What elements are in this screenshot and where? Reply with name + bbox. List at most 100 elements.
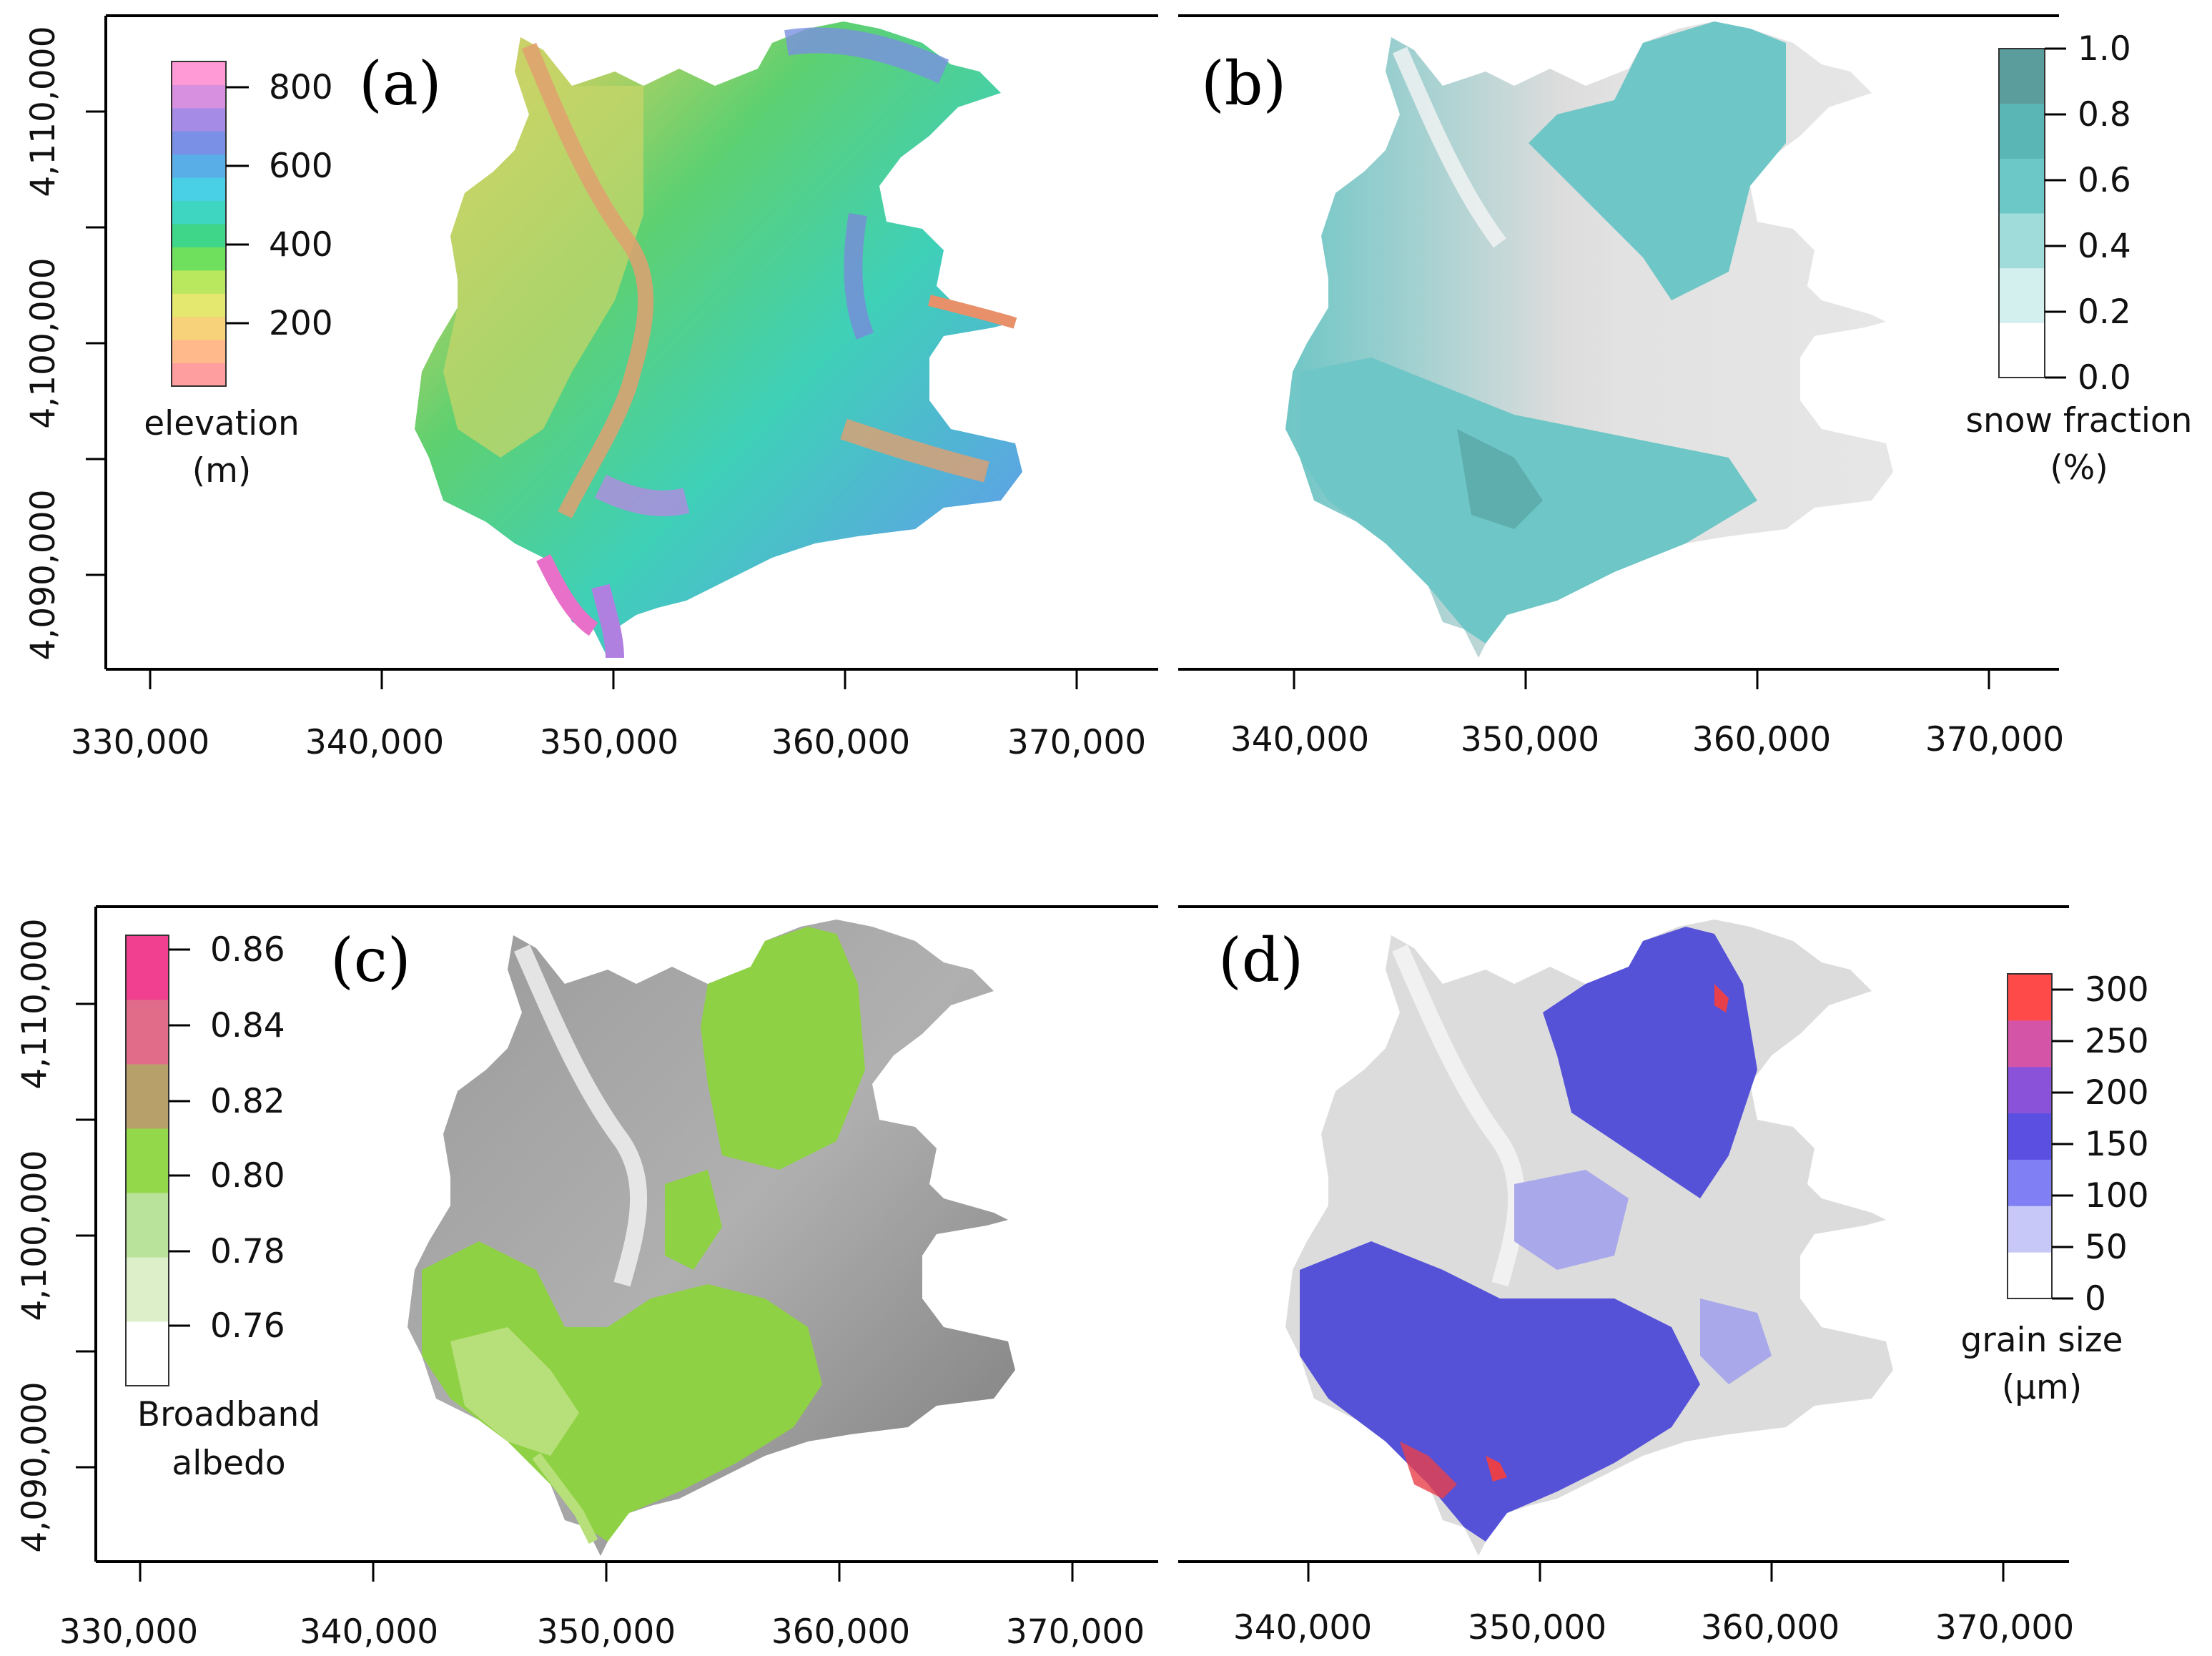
panel-b-x-tick-label: 370,000: [1925, 720, 2064, 759]
panel-c-x-tick-label: 360,000: [771, 1612, 910, 1652]
legend-color-bin: [2008, 1159, 2052, 1206]
albedo-legend-tick-label: 0.82: [210, 1082, 285, 1121]
panel-a-x-tick-label: 340,000: [305, 723, 444, 762]
legend-color-bin: [126, 1257, 169, 1322]
panel-c-label: (c): [330, 925, 411, 995]
elevation-legend-tick-label: 800: [269, 68, 333, 107]
grain-size-legend-frame: [2007, 973, 2053, 1299]
legend-color-bin: [1999, 322, 2045, 378]
legend-color-bin: [1999, 213, 2045, 269]
elevation-legend-frame: [171, 61, 227, 387]
legend-color-bin: [126, 1321, 169, 1386]
grain-size-legend-tick-label: 250: [2085, 1022, 2149, 1061]
elevation-map: [415, 21, 1022, 659]
legend-color-bin: [172, 154, 226, 178]
legend-color-bin: [172, 131, 226, 155]
albedo-map: [408, 920, 1015, 1556]
legend-color-bin: [2008, 1113, 2052, 1160]
panel-d-x-tick-label: 350,000: [1468, 1608, 1606, 1647]
albedo-legend-tick-label: 0.80: [210, 1156, 285, 1196]
legend-color-bin: [172, 224, 226, 247]
panel-d: 300 250 200 150 100 50 0 grain size (µm)…: [1178, 905, 2149, 1647]
albedo-legend-tick-label: 0.76: [210, 1306, 285, 1346]
panel-c-y-ticks: [76, 1002, 96, 1469]
panel-b: 1.0 0.8 0.6 0.4 0.2 0.0 snow fraction (%…: [1178, 14, 2193, 759]
snow-fraction-legend-tick-label: 1.0: [2078, 29, 2131, 69]
panel-a-y-ticks: [86, 110, 106, 576]
elevation-legend-tick-label: 200: [269, 304, 333, 343]
panel-c-y-tick-label: 4,090,000: [15, 1381, 54, 1552]
panel-d-x-ticks: [1307, 1562, 2005, 1582]
elevation-legend-ticks: [226, 86, 249, 325]
legend-color-bin: [172, 84, 226, 109]
albedo-legend: 0.86 0.84 0.82 0.80 0.78 0.76 Broadband …: [125, 930, 320, 1483]
legend-color-bin: [172, 107, 226, 132]
albedo-legend-colorbar: [126, 935, 169, 1386]
legend-color-bin: [172, 61, 226, 85]
grain-size-legend-ticks: [2052, 988, 2073, 1300]
albedo-legend-tick-label: 0.84: [210, 1006, 285, 1045]
legend-color-bin: [172, 200, 226, 225]
panel-a-x-tick-label: 360,000: [771, 723, 910, 762]
snow-fraction-legend-title: snow fraction: [1966, 401, 2193, 440]
panel-a-label: (a): [359, 49, 442, 119]
legend-color-bin: [172, 293, 226, 317]
snow-fraction-map: [1285, 21, 1893, 658]
albedo-legend-tick-label: 0.86: [210, 930, 285, 970]
legend-color-bin: [2008, 1206, 2052, 1253]
legend-color-bin: [172, 270, 226, 294]
panel-c-y-tick-label: 4,100,000: [15, 1150, 54, 1321]
albedo-legend-ticks: [169, 948, 190, 1327]
grain-size-legend-colorbar: [2008, 974, 2052, 1299]
panel-a: 800 600 400 200 elevation (m) (a) 4,110,…: [24, 14, 1158, 762]
panel-b-label: (b): [1201, 49, 1286, 119]
panel-a-y-tick-label: 4,090,000: [24, 489, 63, 660]
snow-fraction-legend-tick-label: 0.8: [2078, 95, 2131, 134]
panel-a-x-ticks: [149, 669, 1078, 689]
legend-color-bin: [172, 177, 226, 202]
panel-c-x-tick-label: 370,000: [1006, 1612, 1145, 1652]
legend-color-bin: [126, 935, 169, 1000]
legend-color-bin: [1999, 49, 2045, 104]
panel-d-x-tick-label: 340,000: [1233, 1608, 1372, 1647]
legend-color-bin: [1999, 103, 2045, 159]
snow-fraction-legend-tick-label: 0.2: [2078, 292, 2131, 332]
snow-fraction-legend-colorbar: [1999, 49, 2045, 378]
panel-a-x-tick-label: 330,000: [71, 723, 209, 762]
snow-fraction-legend-tick-label: 0.6: [2078, 161, 2131, 200]
panel-a-y-tick-label: 4,100,000: [24, 257, 63, 428]
elevation-legend-tick-label: 600: [269, 147, 333, 186]
grain-size-legend-tick-label: 0: [2085, 1279, 2106, 1319]
snow-fraction-legend: 1.0 0.8 0.6 0.4 0.2 0.0 snow fraction (%…: [1966, 29, 2193, 488]
grain-size-legend-tick-label: 100: [2085, 1176, 2149, 1216]
elevation-legend-title: elevation: [144, 404, 300, 443]
elevation-legend-tick-label: 400: [269, 225, 333, 265]
panel-b-x-ticks: [1293, 669, 1990, 689]
elevation-legend-unit: (m): [192, 451, 251, 491]
snow-fraction-legend-unit: (%): [2050, 448, 2108, 488]
panel-a-x-tick-label: 350,000: [540, 723, 678, 762]
grain-size-legend-title: grain size: [1961, 1321, 2123, 1360]
panel-a-y-tick-label: 4,110,000: [24, 26, 63, 197]
grain-size-legend-tick-label: 200: [2085, 1073, 2149, 1113]
legend-color-bin: [126, 1064, 169, 1129]
legend-color-bin: [172, 316, 226, 340]
panel-c-x-ticks: [139, 1562, 1074, 1582]
elevation-legend-colorbar: [172, 61, 226, 387]
panel-d-x-tick-label: 360,000: [1701, 1608, 1840, 1647]
grain-size-legend-tick-label: 150: [2085, 1125, 2149, 1164]
snow-fraction-legend-tick-label: 0.0: [2078, 358, 2131, 398]
grain-size-legend: 300 250 200 150 100 50 0 grain size (µm): [1961, 970, 2149, 1407]
panel-b-x-tick-label: 350,000: [1461, 720, 1599, 759]
albedo-legend-unit: albedo: [172, 1444, 285, 1483]
legend-color-bin: [1999, 158, 2045, 214]
legend-color-bin: [126, 1128, 169, 1193]
legend-color-bin: [172, 247, 226, 271]
legend-color-bin: [172, 363, 226, 387]
grain-size-legend-tick-label: 50: [2085, 1228, 2128, 1267]
panel-b-x-tick-label: 360,000: [1692, 720, 1831, 759]
legend-color-bin: [2008, 1066, 2052, 1114]
legend-color-bin: [172, 340, 226, 364]
panel-d-x-tick-label: 370,000: [1935, 1608, 2074, 1647]
